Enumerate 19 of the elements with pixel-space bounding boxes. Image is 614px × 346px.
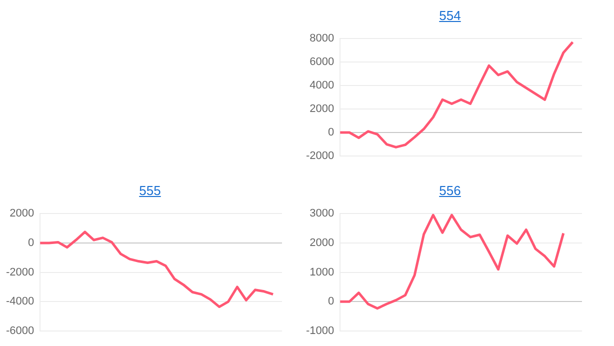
- y-tick-label: 2000: [10, 208, 34, 220]
- y-tick-label: -4000: [6, 296, 34, 308]
- y-tick-label: 2000: [310, 236, 334, 249]
- y-tick-label: 0: [28, 236, 34, 249]
- y-tick-label: -2000: [306, 150, 334, 162]
- y-tick-label: 0: [328, 296, 334, 308]
- y-tick-label: -2000: [6, 266, 34, 278]
- y-tick-label: 3000: [310, 208, 334, 220]
- y-tick-label: 6000: [310, 56, 334, 68]
- chart-title: 556: [438, 182, 462, 200]
- y-tick-label: 2000: [310, 103, 334, 116]
- y-tick-label: 0: [328, 126, 334, 139]
- y-tick-label: 1000: [310, 266, 334, 278]
- y-tick-label: -6000: [6, 325, 34, 338]
- y-tick-label: -1000: [306, 325, 334, 338]
- chart-title: 555: [138, 182, 162, 200]
- y-tick-label: 4000: [310, 80, 334, 92]
- chart-title: 554: [438, 7, 462, 25]
- y-tick-label: 8000: [310, 32, 334, 45]
